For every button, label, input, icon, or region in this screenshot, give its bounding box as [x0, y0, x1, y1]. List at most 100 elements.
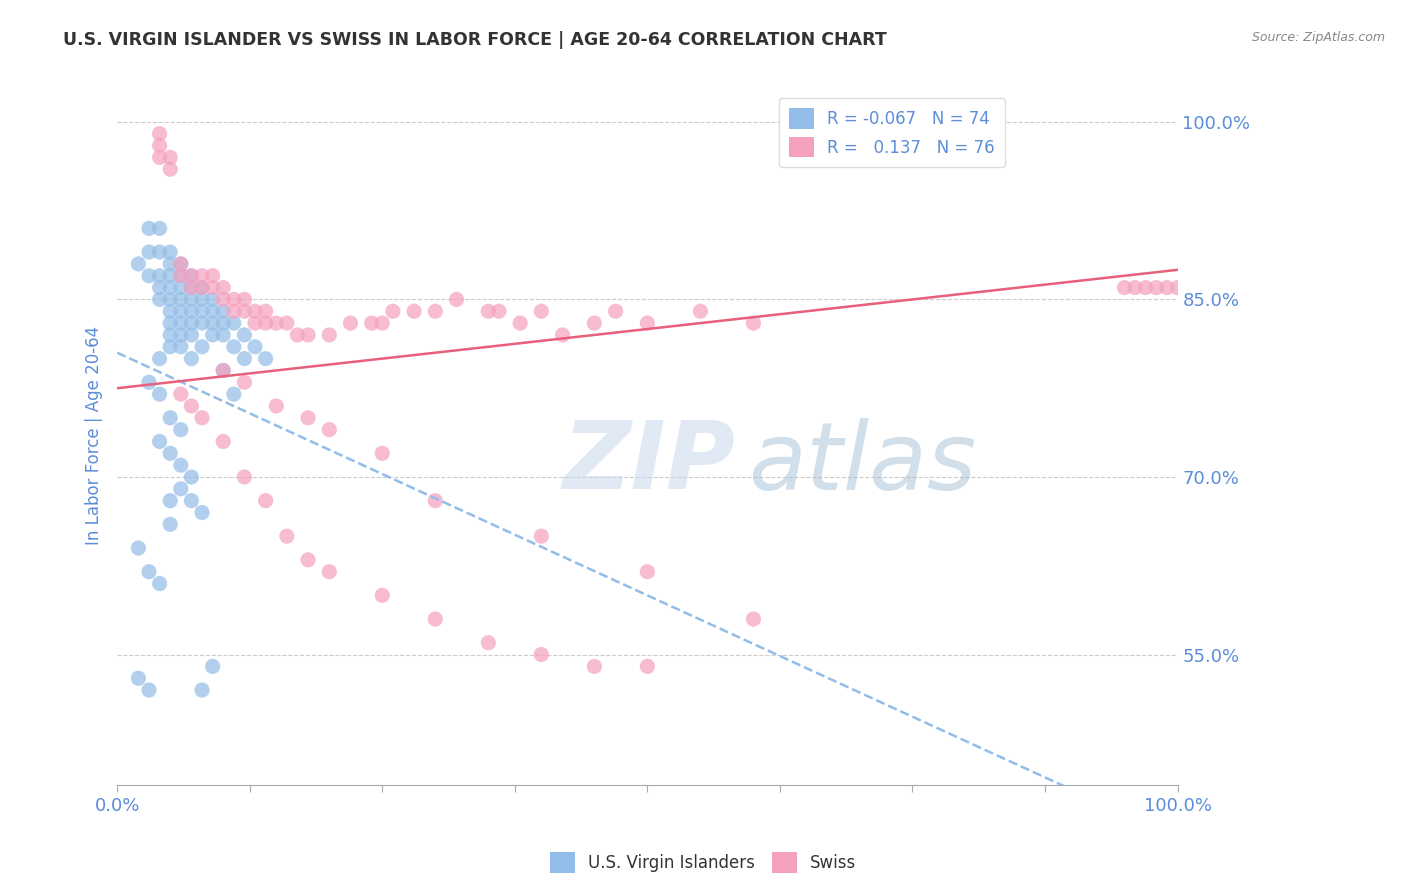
- Point: [605, 304, 627, 318]
- Point: [149, 127, 172, 141]
- Point: [212, 316, 235, 330]
- Point: [159, 517, 181, 532]
- Text: ZIP: ZIP: [562, 417, 735, 509]
- Point: [201, 268, 224, 283]
- Point: [1114, 280, 1136, 294]
- Legend: U.S. Virgin Islanders, Swiss: U.S. Virgin Islanders, Swiss: [543, 846, 863, 880]
- Point: [201, 280, 224, 294]
- Point: [212, 434, 235, 449]
- Point: [243, 340, 266, 354]
- Point: [371, 588, 394, 602]
- Point: [371, 446, 394, 460]
- Point: [180, 268, 202, 283]
- Point: [254, 304, 277, 318]
- Point: [149, 221, 172, 235]
- Point: [159, 446, 181, 460]
- Point: [276, 529, 298, 543]
- Point: [191, 268, 214, 283]
- Point: [159, 410, 181, 425]
- Point: [222, 340, 245, 354]
- Point: [742, 612, 765, 626]
- Point: [138, 268, 160, 283]
- Point: [170, 268, 193, 283]
- Point: [159, 162, 181, 177]
- Point: [201, 316, 224, 330]
- Point: [191, 304, 214, 318]
- Point: [159, 257, 181, 271]
- Legend: R = -0.067   N = 74, R =   0.137   N = 76: R = -0.067 N = 74, R = 0.137 N = 76: [779, 98, 1005, 167]
- Point: [159, 327, 181, 342]
- Point: [191, 410, 214, 425]
- Point: [689, 304, 711, 318]
- Point: [191, 293, 214, 307]
- Point: [1123, 280, 1146, 294]
- Point: [180, 268, 202, 283]
- Point: [318, 423, 340, 437]
- Point: [191, 316, 214, 330]
- Point: [180, 280, 202, 294]
- Point: [222, 304, 245, 318]
- Point: [201, 304, 224, 318]
- Point: [180, 351, 202, 366]
- Point: [360, 316, 382, 330]
- Point: [180, 399, 202, 413]
- Point: [159, 280, 181, 294]
- Y-axis label: In Labor Force | Age 20-64: In Labor Force | Age 20-64: [86, 326, 103, 545]
- Point: [233, 304, 256, 318]
- Point: [233, 376, 256, 390]
- Point: [191, 280, 214, 294]
- Point: [138, 221, 160, 235]
- Point: [233, 327, 256, 342]
- Point: [425, 493, 447, 508]
- Point: [488, 304, 510, 318]
- Point: [212, 304, 235, 318]
- Point: [212, 363, 235, 377]
- Point: [297, 410, 319, 425]
- Point: [138, 245, 160, 260]
- Point: [170, 257, 193, 271]
- Point: [201, 293, 224, 307]
- Point: [425, 304, 447, 318]
- Point: [583, 659, 606, 673]
- Point: [551, 327, 574, 342]
- Point: [191, 340, 214, 354]
- Point: [170, 268, 193, 283]
- Point: [287, 327, 309, 342]
- Point: [180, 316, 202, 330]
- Point: [170, 327, 193, 342]
- Point: [583, 316, 606, 330]
- Point: [170, 340, 193, 354]
- Point: [425, 612, 447, 626]
- Point: [636, 316, 658, 330]
- Point: [180, 280, 202, 294]
- Point: [149, 245, 172, 260]
- Point: [159, 340, 181, 354]
- Point: [222, 387, 245, 401]
- Point: [212, 363, 235, 377]
- Point: [530, 529, 553, 543]
- Point: [243, 316, 266, 330]
- Point: [149, 268, 172, 283]
- Point: [530, 648, 553, 662]
- Point: [180, 293, 202, 307]
- Point: [381, 304, 404, 318]
- Point: [159, 304, 181, 318]
- Point: [127, 541, 149, 555]
- Point: [318, 565, 340, 579]
- Point: [138, 565, 160, 579]
- Point: [636, 565, 658, 579]
- Point: [233, 351, 256, 366]
- Point: [170, 293, 193, 307]
- Point: [404, 304, 426, 318]
- Point: [170, 316, 193, 330]
- Point: [159, 245, 181, 260]
- Point: [149, 138, 172, 153]
- Point: [159, 150, 181, 164]
- Point: [264, 399, 287, 413]
- Point: [212, 280, 235, 294]
- Point: [1156, 280, 1178, 294]
- Point: [180, 470, 202, 484]
- Text: U.S. VIRGIN ISLANDER VS SWISS IN LABOR FORCE | AGE 20-64 CORRELATION CHART: U.S. VIRGIN ISLANDER VS SWISS IN LABOR F…: [63, 31, 887, 49]
- Point: [149, 434, 172, 449]
- Point: [201, 659, 224, 673]
